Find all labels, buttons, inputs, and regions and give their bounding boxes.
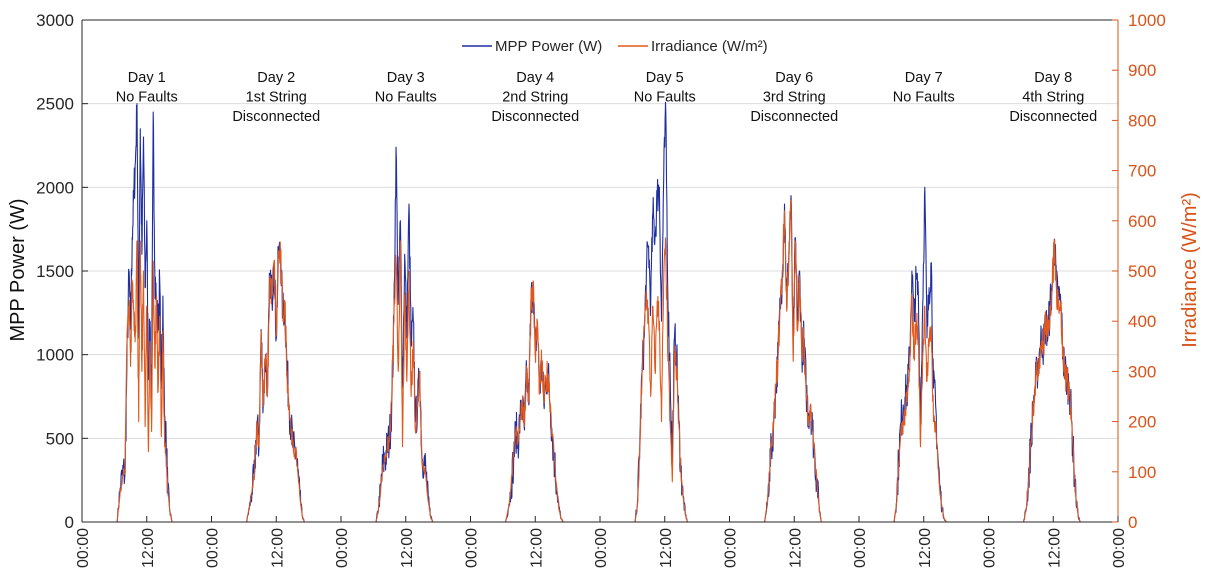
legend: MPP Power (W) Irradiance (W/m²) <box>462 38 768 55</box>
series-lines <box>82 101 1091 523</box>
day-annotation-line: Disconnected <box>1009 109 1097 125</box>
y2-tick-label: 700 <box>1128 162 1156 181</box>
y2-tick-label: 900 <box>1128 61 1156 80</box>
x-tick-label: 12:00 <box>140 528 157 568</box>
day-annotation-line: Day 6 <box>775 70 813 86</box>
day-annotation-line: 2nd String <box>502 90 568 106</box>
day-annotation-line: No Faults <box>116 90 178 106</box>
day-annotation-line: Disconnected <box>232 109 320 125</box>
legend-label-mpp-power: MPP Power (W) <box>495 38 602 55</box>
y2-tick-label: 1000 <box>1128 11 1166 30</box>
y-tick-label: 1000 <box>36 346 74 365</box>
day-annotation-line: Disconnected <box>491 109 579 125</box>
day-annotation-line: No Faults <box>375 90 437 106</box>
x-tick-label: 12:00 <box>917 528 934 568</box>
x-tick-label: 12:00 <box>658 528 675 568</box>
day-annotation-line: No Faults <box>634 90 696 106</box>
day-annotation-line: Day 7 <box>905 70 943 86</box>
x-tick-label: 00:00 <box>852 528 869 568</box>
axes: 0 500 1000 1500 2000 2500 3000 0 100 200 300 400 500… <box>36 11 1166 568</box>
x-tick-label: 00:00 <box>205 528 222 568</box>
x-tick-label: 12:00 <box>787 528 804 568</box>
y2-tick-label: 0 <box>1128 513 1137 532</box>
y2-tick-label: 800 <box>1128 111 1156 130</box>
day-annotation-line: 1st String <box>246 90 307 106</box>
x-tick-label: 12:00 <box>528 528 545 568</box>
day-annotation-line: Day 5 <box>646 70 684 86</box>
y-tick-label: 0 <box>65 513 74 532</box>
series-line-irradiance <box>82 199 1091 523</box>
x-tick-label: 00:00 <box>334 528 351 568</box>
day-annotation-line: Disconnected <box>750 109 838 125</box>
day-annotation-line: Day 2 <box>257 70 295 86</box>
x-tick-label: 00:00 <box>982 528 999 568</box>
grid-lines <box>82 19 1118 439</box>
y2-tick-label: 600 <box>1128 212 1156 231</box>
day-annotation-line: No Faults <box>893 90 955 106</box>
y2-tick-label: 500 <box>1128 262 1156 281</box>
y2-tick-label: 200 <box>1128 413 1156 432</box>
y-tick-label: 1500 <box>36 262 74 281</box>
day-annotations: Day 1 No Faults Day 2 1st String Disconnecte… <box>116 70 1097 125</box>
y2-tick-label: 300 <box>1128 362 1156 381</box>
y-axis-label: MPP Power (W) <box>7 199 29 342</box>
day-annotation-line: Day 1 <box>128 70 166 86</box>
day-annotation-line: 4th String <box>1022 90 1084 106</box>
x-tick-label: 12:00 <box>399 528 416 568</box>
y2-axis-label: Irradiance (W/m²) <box>1179 192 1201 348</box>
x-tick-label: 00:00 <box>1111 528 1128 568</box>
y2-tick-label: 100 <box>1128 463 1156 482</box>
day-annotation-line: Day 8 <box>1034 70 1072 86</box>
day-annotation-line: Day 3 <box>387 70 425 86</box>
y2-tick-label: 400 <box>1128 312 1156 331</box>
day-annotation-line: 3rd String <box>763 90 826 106</box>
day-annotation-line: Day 4 <box>516 70 554 86</box>
series-line-mpp-power <box>82 101 1091 523</box>
y-tick-label: 2000 <box>36 178 74 197</box>
x-tick-label: 00:00 <box>464 528 481 568</box>
x-tick-label: 00:00 <box>723 528 740 568</box>
y-tick-label: 500 <box>46 429 74 448</box>
y-tick-label: 3000 <box>36 11 74 30</box>
x-tick-label: 00:00 <box>593 528 610 568</box>
x-tick-label: 12:00 <box>1046 528 1063 568</box>
x-tick-label: 00:00 <box>75 528 92 568</box>
x-tick-label: 12:00 <box>269 528 286 568</box>
y-tick-label: 2500 <box>36 95 74 114</box>
legend-label-irradiance: Irradiance (W/m²) <box>651 38 768 55</box>
